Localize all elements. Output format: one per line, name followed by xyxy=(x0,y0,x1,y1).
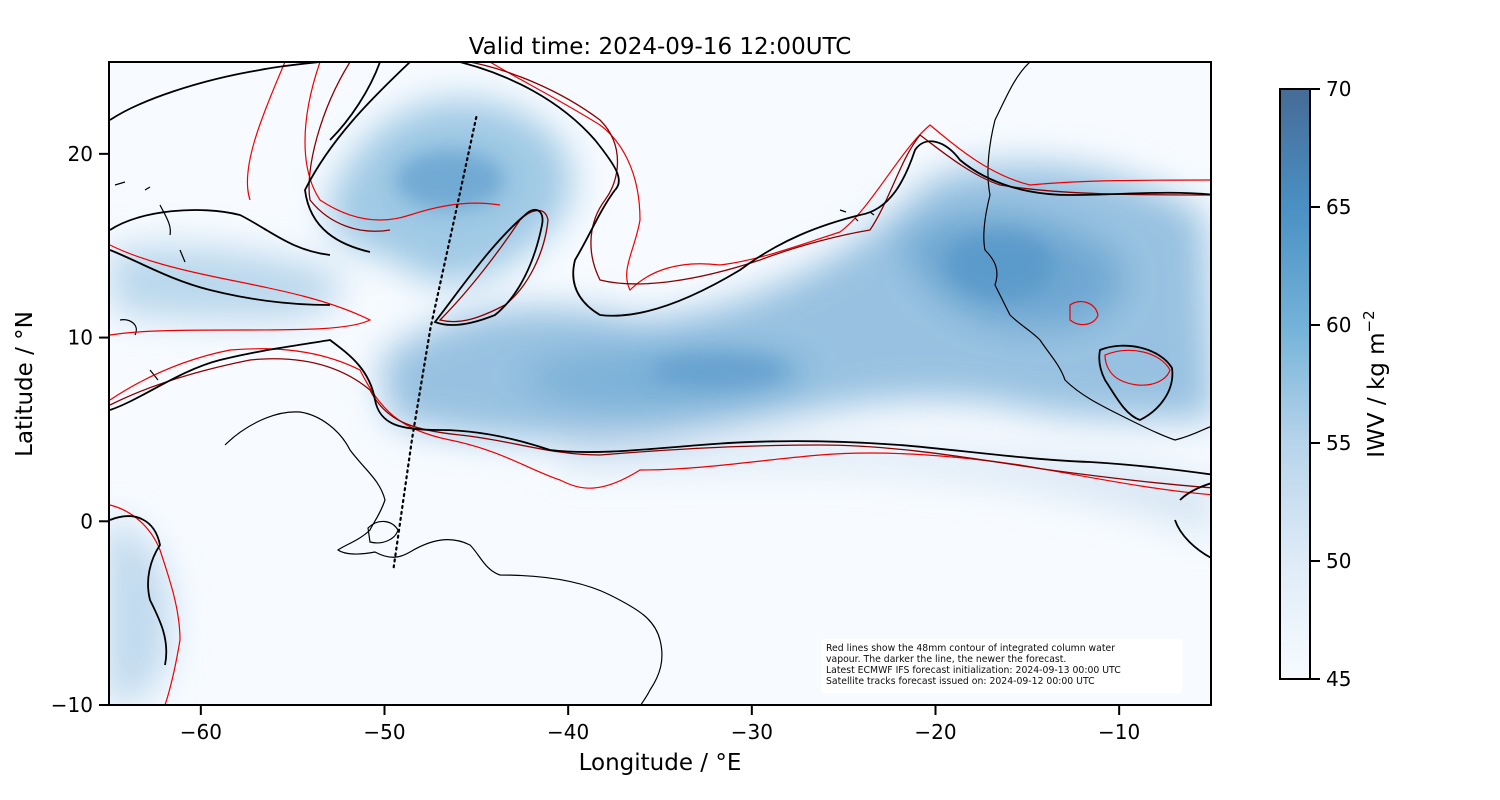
y-tick-label: −10 xyxy=(51,693,93,717)
colorbar-label-exponent: −2 xyxy=(1360,310,1378,332)
y-axis-label: Latitude / °N xyxy=(12,311,38,457)
annotation-line-3: Latest ECMWF IFS forecast initialization… xyxy=(826,665,1121,676)
coastlines xyxy=(114,62,1211,705)
contour-darkred-south xyxy=(109,358,1211,489)
contour-red-west-caribbean xyxy=(109,244,372,336)
contour-red-north-plume xyxy=(246,62,1211,292)
contour-darkred-north xyxy=(308,62,1211,285)
iwv-max-north xyxy=(395,150,505,210)
colorbar-tick-label: 55 xyxy=(1326,431,1351,455)
colorbar-gradient xyxy=(1280,89,1310,679)
y-axis-ticks: −10 0 10 20 xyxy=(51,142,109,717)
contour-red-sw-coast xyxy=(109,504,181,705)
y-tick-label: 10 xyxy=(68,326,93,350)
contour-darkred-inner-bay xyxy=(438,209,549,323)
moisture-band-west xyxy=(110,246,342,320)
moisture-sw-corner xyxy=(109,520,170,705)
x-tick-label: −40 xyxy=(547,720,589,744)
x-tick-label: −10 xyxy=(1098,720,1140,744)
x-tick-label: −60 xyxy=(180,720,222,744)
colorbar-tick-label: 45 xyxy=(1326,667,1351,691)
iwv-max-east xyxy=(945,230,1055,300)
colorbar-tick-label: 65 xyxy=(1326,195,1351,219)
contour-black-east-island xyxy=(1098,344,1174,421)
iwv-core xyxy=(395,150,1055,388)
map-panel xyxy=(109,62,1211,705)
colorbar-frame xyxy=(1279,88,1311,680)
colorbar-label-main: IWV / kg m xyxy=(1364,332,1390,457)
annotation-line-1: Red lines show the 48mm contour of integ… xyxy=(826,643,1116,654)
iwv-max-central xyxy=(650,352,790,388)
plot-title: Valid time: 2024-09-16 12:00UTC xyxy=(469,34,852,60)
coastline-south-america xyxy=(224,411,663,705)
y-tick-label: 0 xyxy=(80,509,93,533)
colorbar-tick-label: 50 xyxy=(1326,549,1351,573)
colorbar-tick-label: 60 xyxy=(1326,313,1351,337)
contour-black-west-caribbean xyxy=(109,249,331,306)
map-frame xyxy=(108,61,1212,706)
satellite-track xyxy=(392,115,478,569)
contours-newest xyxy=(109,62,1211,666)
coastline-caribbean-islands xyxy=(114,181,186,381)
annotation-line-2: vapour. The darker the line, the newer t… xyxy=(826,654,1067,665)
contour-black-north xyxy=(109,62,1211,317)
annotation-box: Red lines show the 48mm contour of integ… xyxy=(821,639,1182,693)
contour-black-south xyxy=(109,339,1211,476)
annotation-line-4: Satellite tracks forecast issued on: 202… xyxy=(826,676,1095,687)
colorbar: 45 50 55 60 65 70 IWV / kg m−2 xyxy=(1279,77,1390,691)
colorbar-ticks: 45 50 55 60 65 70 xyxy=(1310,77,1351,691)
contour-black-sw xyxy=(109,515,168,666)
contour-red-east-islands xyxy=(1069,301,1171,386)
contour-black-bay xyxy=(433,208,544,326)
colorbar-tick-label: 70 xyxy=(1326,77,1351,101)
contours xyxy=(109,62,1211,705)
y-tick-label: 20 xyxy=(68,142,93,166)
x-tick-label: −20 xyxy=(914,720,956,744)
x-axis-ticks: −60 −50 −40 −30 −20 −10 xyxy=(180,705,1140,744)
x-tick-label: −30 xyxy=(731,720,773,744)
contours-middle xyxy=(109,62,1211,489)
coastline-africa-west xyxy=(983,62,1211,441)
x-axis-label: Longitude / °E xyxy=(579,750,742,776)
colorbar-label: IWV / kg m−2 xyxy=(1360,310,1390,457)
x-tick-label: −50 xyxy=(363,720,405,744)
